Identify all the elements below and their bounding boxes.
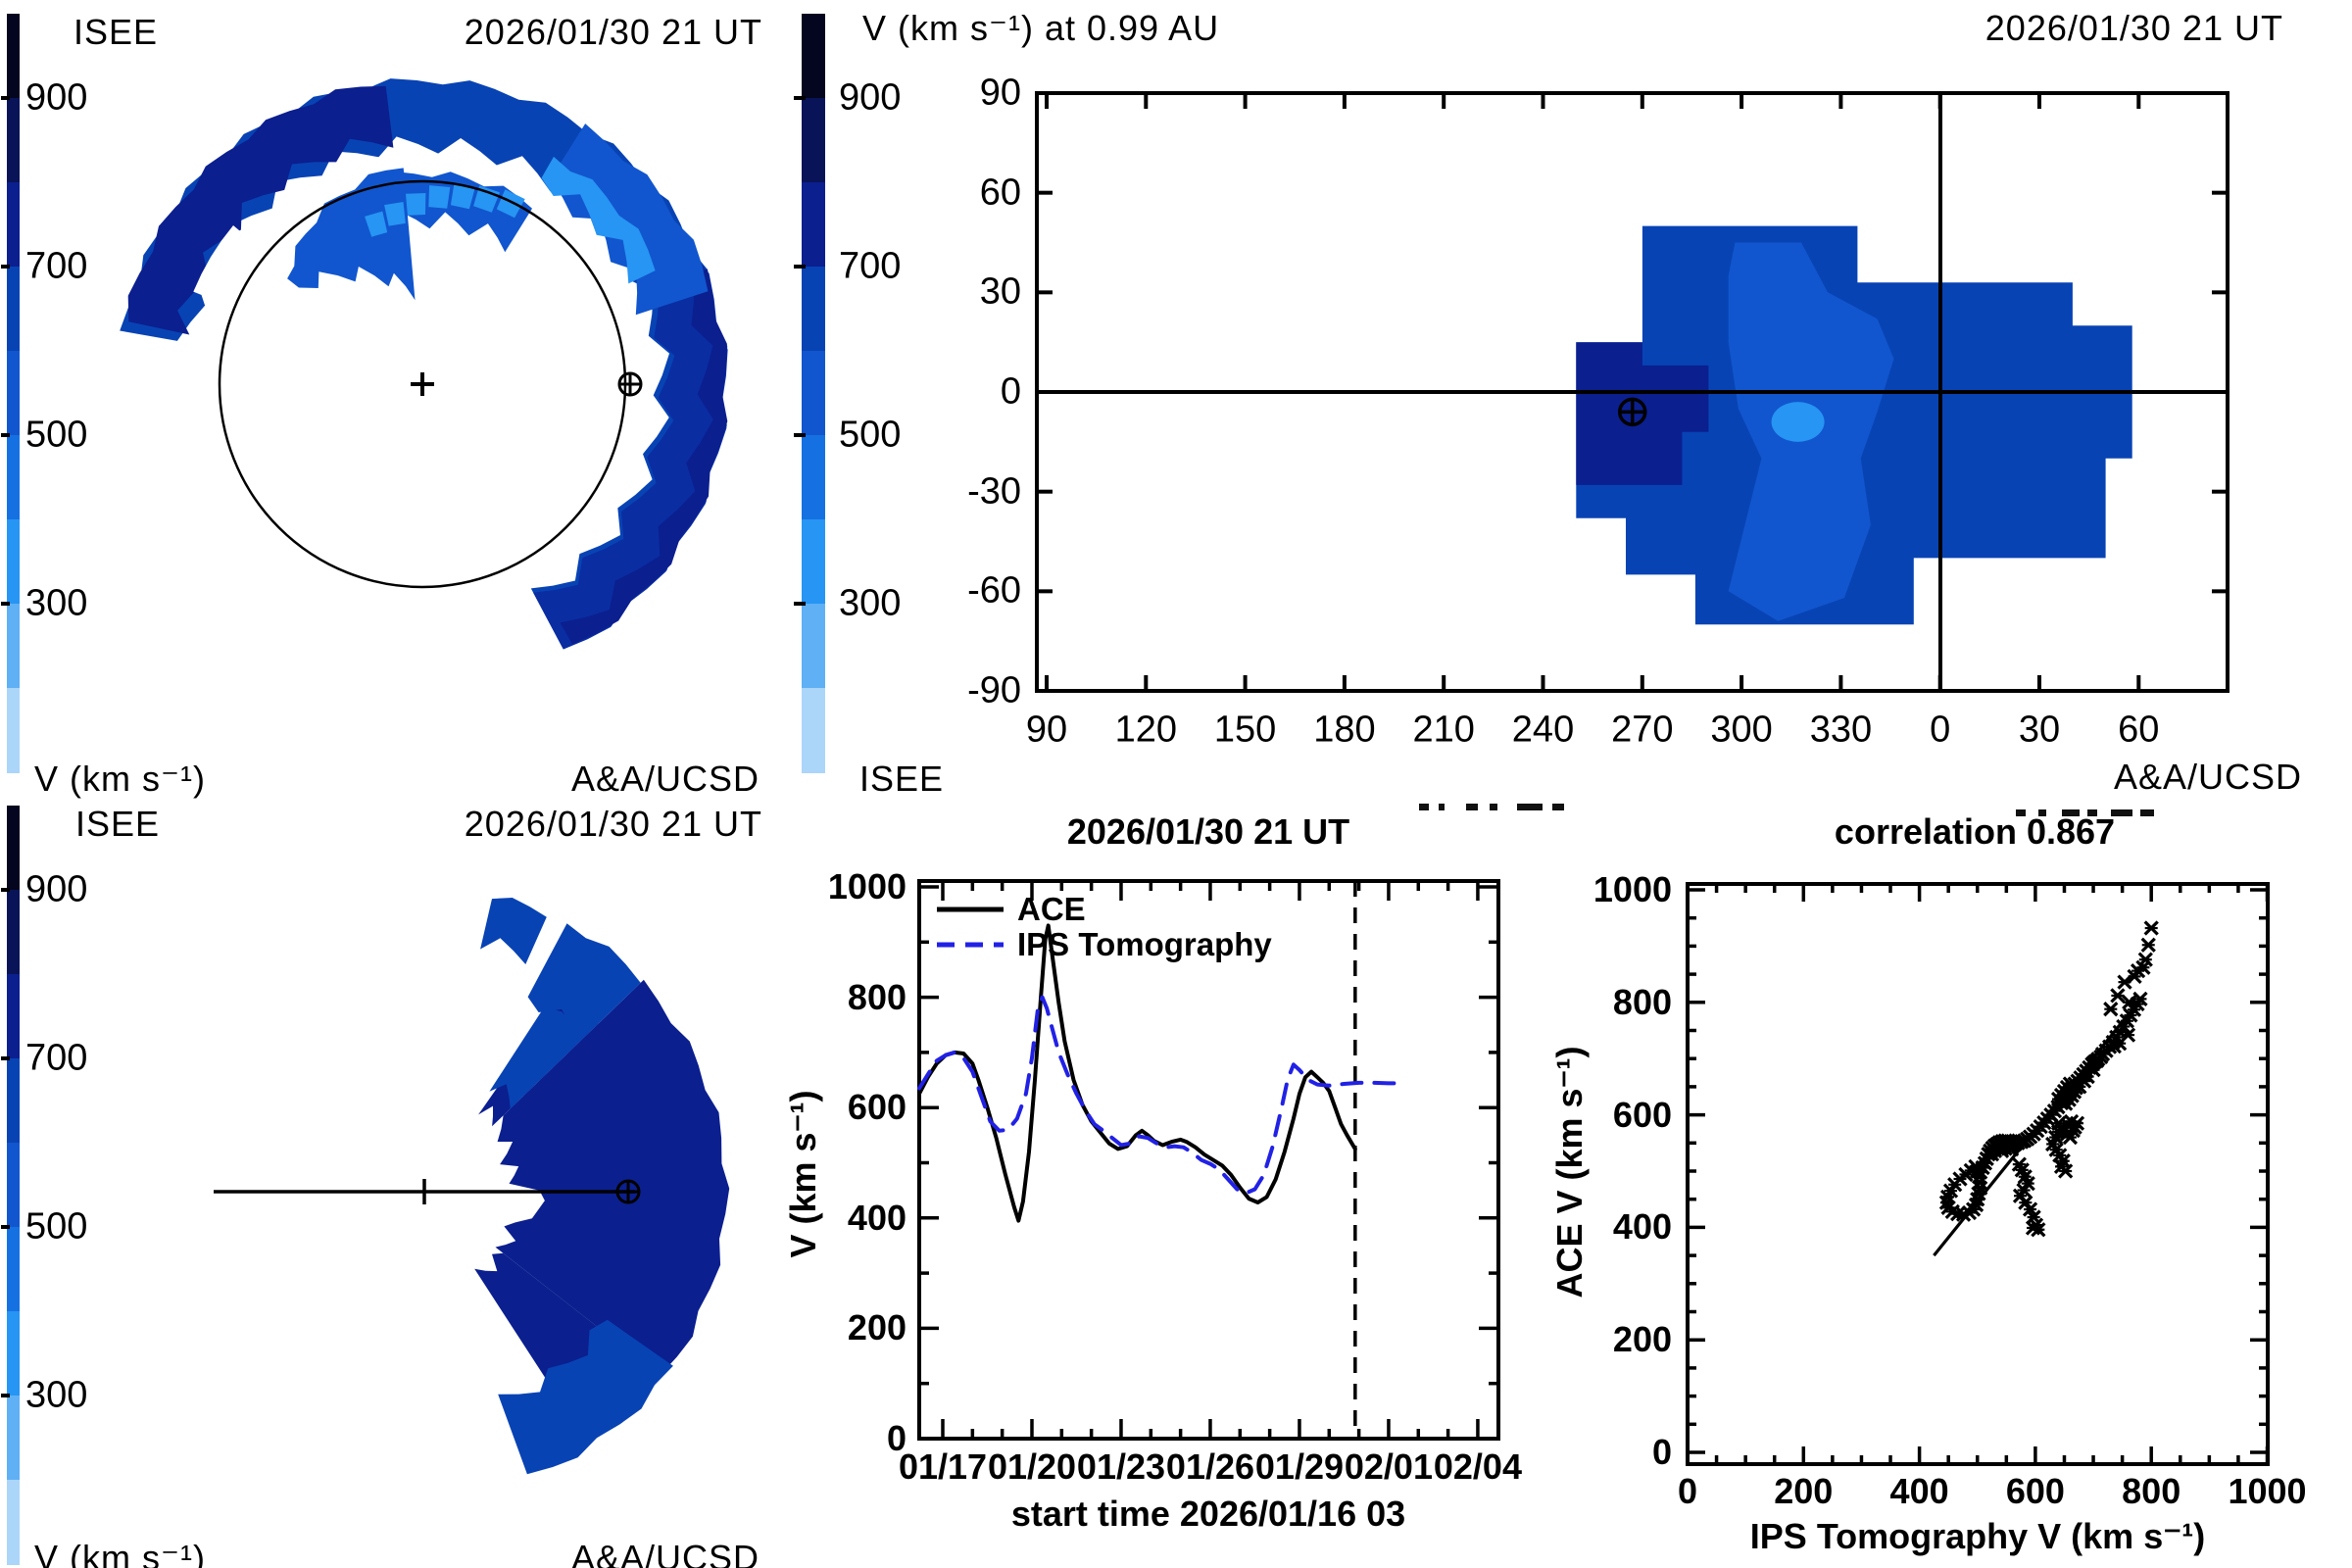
map-colorbar-labels-item: 500 <box>839 414 902 456</box>
timeseries-x-tick-labels-item: 01/23 <box>1076 1446 1166 1487</box>
clipped-text-fragment <box>2062 809 2080 816</box>
meridional-datetime-label: 2026/01/30 21 UT <box>464 804 762 844</box>
scatter-x-axis-label: IPS Tomography V (km s⁻¹) <box>1749 1516 2206 1556</box>
map-y-tick-labels-item: 0 <box>1000 370 1021 413</box>
clipped-text-fragment <box>1466 804 1478 810</box>
clipped-text-fragment <box>1419 804 1429 810</box>
map-x-tick-labels-item: 0 <box>1930 709 1951 751</box>
clipped-text-fragment <box>1552 804 1564 810</box>
clipped-text-fragment <box>2140 809 2154 816</box>
scatter-y-tick-labels-item: 1000 <box>1592 869 1672 909</box>
clipped-text-fragment <box>2038 809 2046 816</box>
ecliptic-colorbar-labels-item: 500 <box>25 414 88 456</box>
clipped-text-fragment <box>2111 809 2132 816</box>
timeseries-y-tick-labels-item: 0 <box>886 1418 906 1458</box>
meridional-source-label: ISEE <box>75 804 161 844</box>
scatter-x-tick-labels-item: 600 <box>2005 1471 2065 1511</box>
clipped-text-fragment <box>2016 809 2026 816</box>
scatter-x-tick-labels-item: 200 <box>1774 1471 1834 1511</box>
clipped-text-fragment <box>1490 804 1497 810</box>
map-x-tick-labels-item: 270 <box>1611 709 1674 751</box>
ecliptic-credit-label: A&A/UCSD <box>570 759 760 799</box>
timeseries-x-tick-labels-item: 01/26 <box>1165 1446 1255 1487</box>
map-x-tick-labels-item: 180 <box>1313 709 1376 751</box>
map-y-tick-labels-item: -30 <box>967 470 1021 513</box>
scatter-title: correlation 0.867 <box>1834 811 2116 852</box>
scatter-y-axis-label: ACE V (km s⁻¹) <box>1549 1046 1590 1298</box>
meridional-unit-label: V (km s⁻¹) <box>34 1538 206 1568</box>
map-y-tick-labels-item: -90 <box>967 669 1021 711</box>
map-credit-label: A&A/UCSD <box>2113 757 2302 797</box>
timeseries-y-axis-label: V (km s⁻¹) <box>783 1090 823 1258</box>
scatter-x-tick-labels-item: 800 <box>2122 1471 2181 1511</box>
scatter-y-tick-labels-item: 0 <box>1651 1432 1672 1472</box>
map-datetime-label: 2026/01/30 21 UT <box>1984 8 2283 48</box>
scatter-x-tick-labels-item: 1000 <box>2228 1471 2307 1511</box>
map-x-tick-labels-item: 150 <box>1213 709 1277 751</box>
timeseries-x-tick-labels-item: 01/17 <box>898 1446 988 1487</box>
ecliptic-datetime-label: 2026/01/30 21 UT <box>464 12 762 52</box>
clipped-text-fragment <box>1439 804 1445 810</box>
meridional-colorbar-labels-item: 300 <box>25 1374 88 1416</box>
map-x-tick-labels-item: 30 <box>2018 709 2061 751</box>
ecliptic-source-label: ISEE <box>74 12 159 52</box>
timeseries-y-tick-labels-item: 800 <box>847 976 906 1017</box>
timeseries-x-tick-labels-item: 02/01 <box>1344 1446 1433 1487</box>
scatter-y-tick-labels-item: 600 <box>1612 1094 1672 1135</box>
scatter-x-tick-labels-item: 0 <box>1677 1471 1698 1511</box>
meridional-colorbar-labels-item: 900 <box>25 868 88 910</box>
ecliptic-colorbar-labels-item: 300 <box>25 582 88 624</box>
meridional-colorbar-labels-item: 700 <box>25 1037 88 1079</box>
map-y-tick-labels-item: 60 <box>979 172 1021 214</box>
map-x-tick-labels-item: 60 <box>2118 709 2160 751</box>
clipped-text-fragment <box>2087 809 2097 816</box>
meridional-colorbar-labels-item: 500 <box>25 1205 88 1248</box>
timeseries-y-tick-labels-item: 200 <box>847 1307 906 1348</box>
timeseries-x-tick-labels-item: 01/20 <box>987 1446 1077 1487</box>
legend-label-ace: ACE <box>1017 891 1086 927</box>
map-colorbar-labels-item: 700 <box>839 245 902 287</box>
timeseries-y-tick-labels-item: 600 <box>847 1087 906 1128</box>
map-colorbar-labels-item: 300 <box>839 582 902 624</box>
timeseries-y-tick-labels-item: 1000 <box>827 866 906 906</box>
timeseries-x-axis-label: start time 2026/01/16 03 <box>1010 1494 1406 1534</box>
timeseries-x-tick-labels-item: 02/04 <box>1433 1446 1522 1487</box>
map-colorbar-labels-item: 900 <box>839 76 902 119</box>
clipped-text-fragment <box>1517 804 1543 810</box>
map-x-tick-labels-item: 240 <box>1511 709 1575 751</box>
map-x-tick-labels-item: 210 <box>1412 709 1475 751</box>
timeseries-x-tick-labels-item: 01/29 <box>1254 1446 1344 1487</box>
ecliptic-unit-label: V (km s⁻¹) <box>34 759 206 799</box>
scatter-y-tick-labels-item: 800 <box>1612 981 1672 1022</box>
map-x-tick-labels-item: 330 <box>1809 709 1873 751</box>
map-title: V (km s⁻¹) at 0.99 AU <box>862 8 1220 48</box>
timeseries-title: 2026/01/30 21 UT <box>1066 811 1350 852</box>
map-source-label: ISEE <box>859 759 945 799</box>
map-x-tick-labels-item: 300 <box>1710 709 1773 751</box>
legend-label-ips-tomography: IPS Tomography <box>1017 926 1272 962</box>
map-x-tick-labels-item: 90 <box>1025 709 1068 751</box>
map-x-tick-labels-item: 120 <box>1114 709 1177 751</box>
map-y-tick-labels-item: 90 <box>979 72 1021 114</box>
timeseries-y-tick-labels-item: 400 <box>847 1197 906 1238</box>
scatter-y-tick-labels-item: 200 <box>1612 1319 1672 1360</box>
scatter-x-tick-labels-item: 400 <box>1889 1471 1949 1511</box>
map-y-tick-labels-item: 30 <box>979 270 1021 313</box>
map-y-tick-labels-item: -60 <box>967 569 1021 612</box>
scatter-y-tick-labels-item: 400 <box>1612 1206 1672 1248</box>
ecliptic-colorbar-labels-item: 900 <box>25 76 88 119</box>
ecliptic-colorbar-labels-item: 700 <box>25 245 88 287</box>
meridional-credit-label: A&A/UCSD <box>570 1538 760 1568</box>
